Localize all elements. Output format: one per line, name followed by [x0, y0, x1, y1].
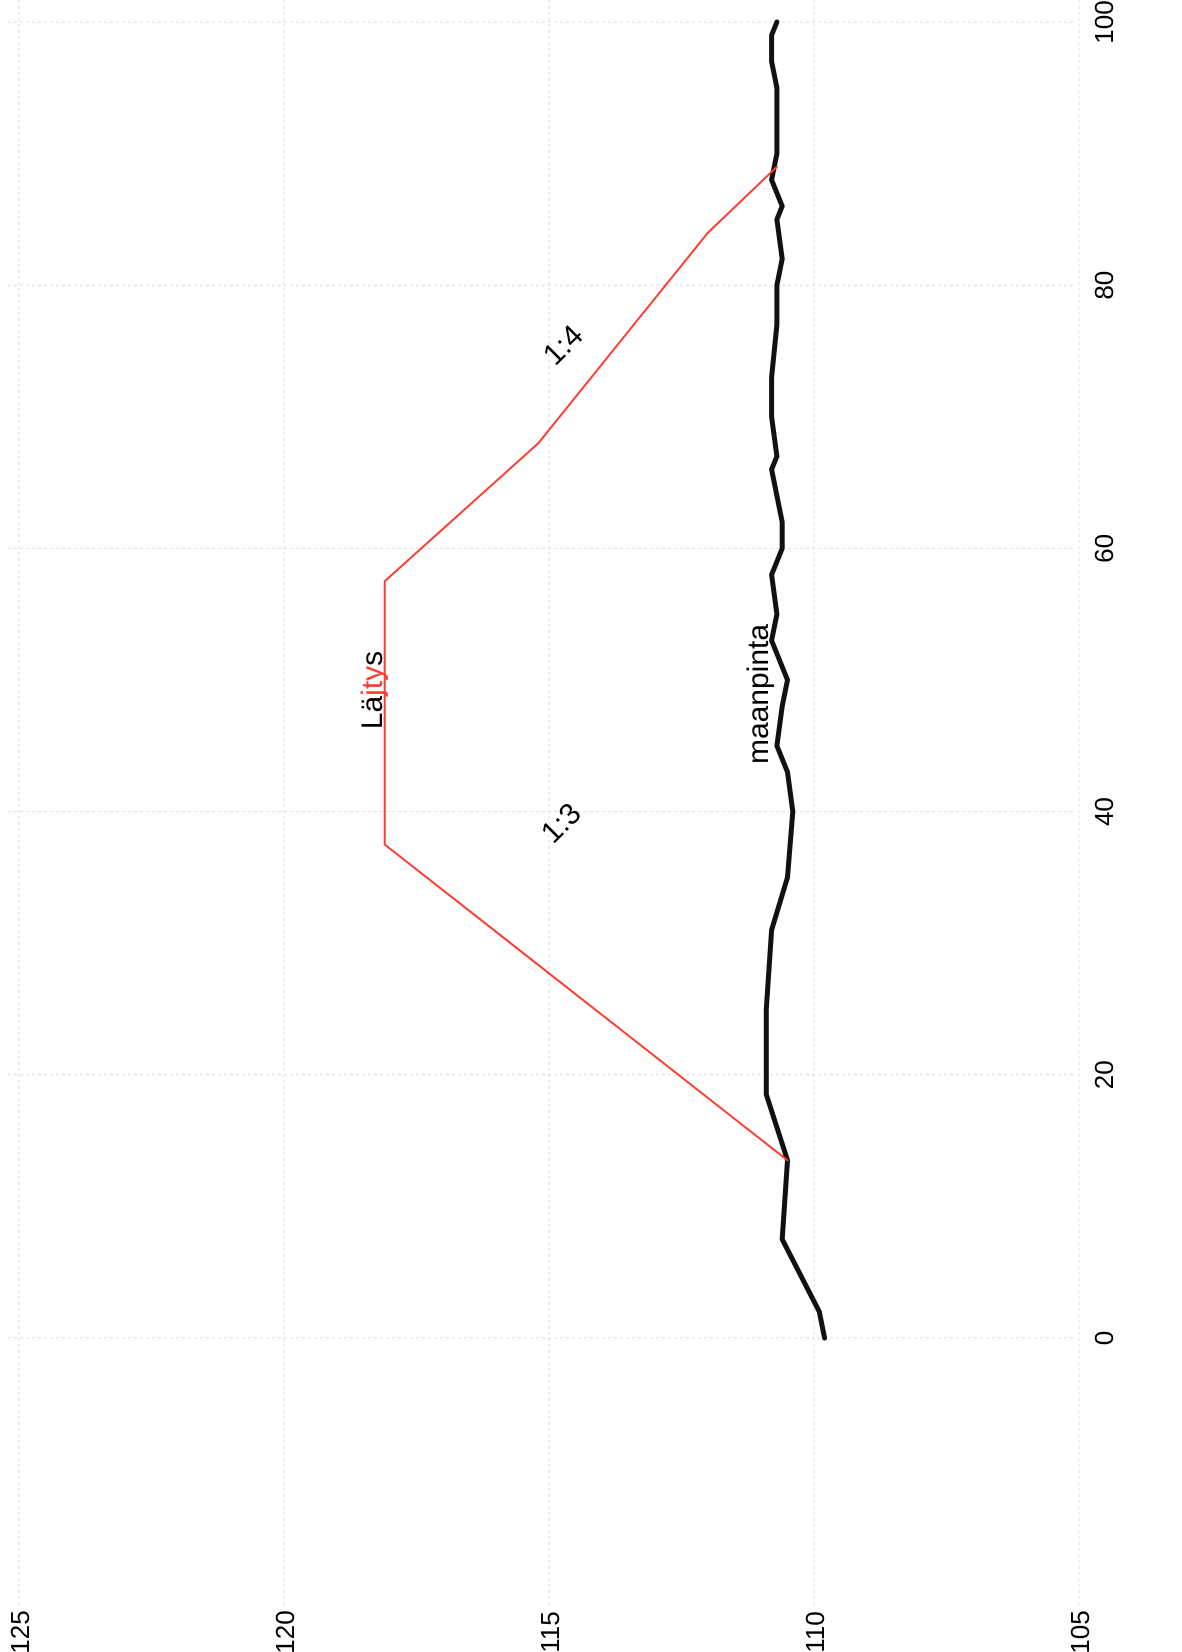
- annotation-layer: 1:3 1:4 Läjtys maanpinta: [356, 319, 775, 850]
- axis-layer: 0 20 40 60 80 100 105 110 115 120 125: [5, 0, 1119, 1652]
- fill-profile-line: [383, 165, 789, 1162]
- x-tick-label: 0: [1089, 1331, 1119, 1345]
- fill-label-part-2: jty: [356, 666, 389, 697]
- ground-surface-line: [763, 19, 828, 1341]
- y-tick-label: 105: [1065, 1610, 1095, 1652]
- fill-label-part-3: s: [356, 651, 389, 666]
- grid-layer: [8, 0, 1080, 1605]
- series-layer: [383, 19, 828, 1341]
- slope-right-label: 1:4: [537, 319, 590, 372]
- y-tick-label: 125: [5, 1610, 35, 1652]
- x-tick-label: 80: [1089, 271, 1119, 300]
- y-tick-label: 115: [535, 1611, 565, 1652]
- fill-label-part-1: Lä: [356, 696, 389, 730]
- ground-surface-label: maanpinta: [742, 624, 775, 764]
- x-tick-label: 60: [1089, 534, 1119, 563]
- y-tick-label: 120: [270, 1610, 300, 1652]
- fill-label: Läjtys: [356, 651, 389, 729]
- x-tick-label: 20: [1089, 1060, 1119, 1089]
- y-tick-label: 110: [800, 1611, 830, 1652]
- x-tick-label: 40: [1089, 797, 1119, 826]
- slope-left-label: 1:3: [535, 797, 588, 850]
- x-tick-label: 100: [1089, 0, 1119, 43]
